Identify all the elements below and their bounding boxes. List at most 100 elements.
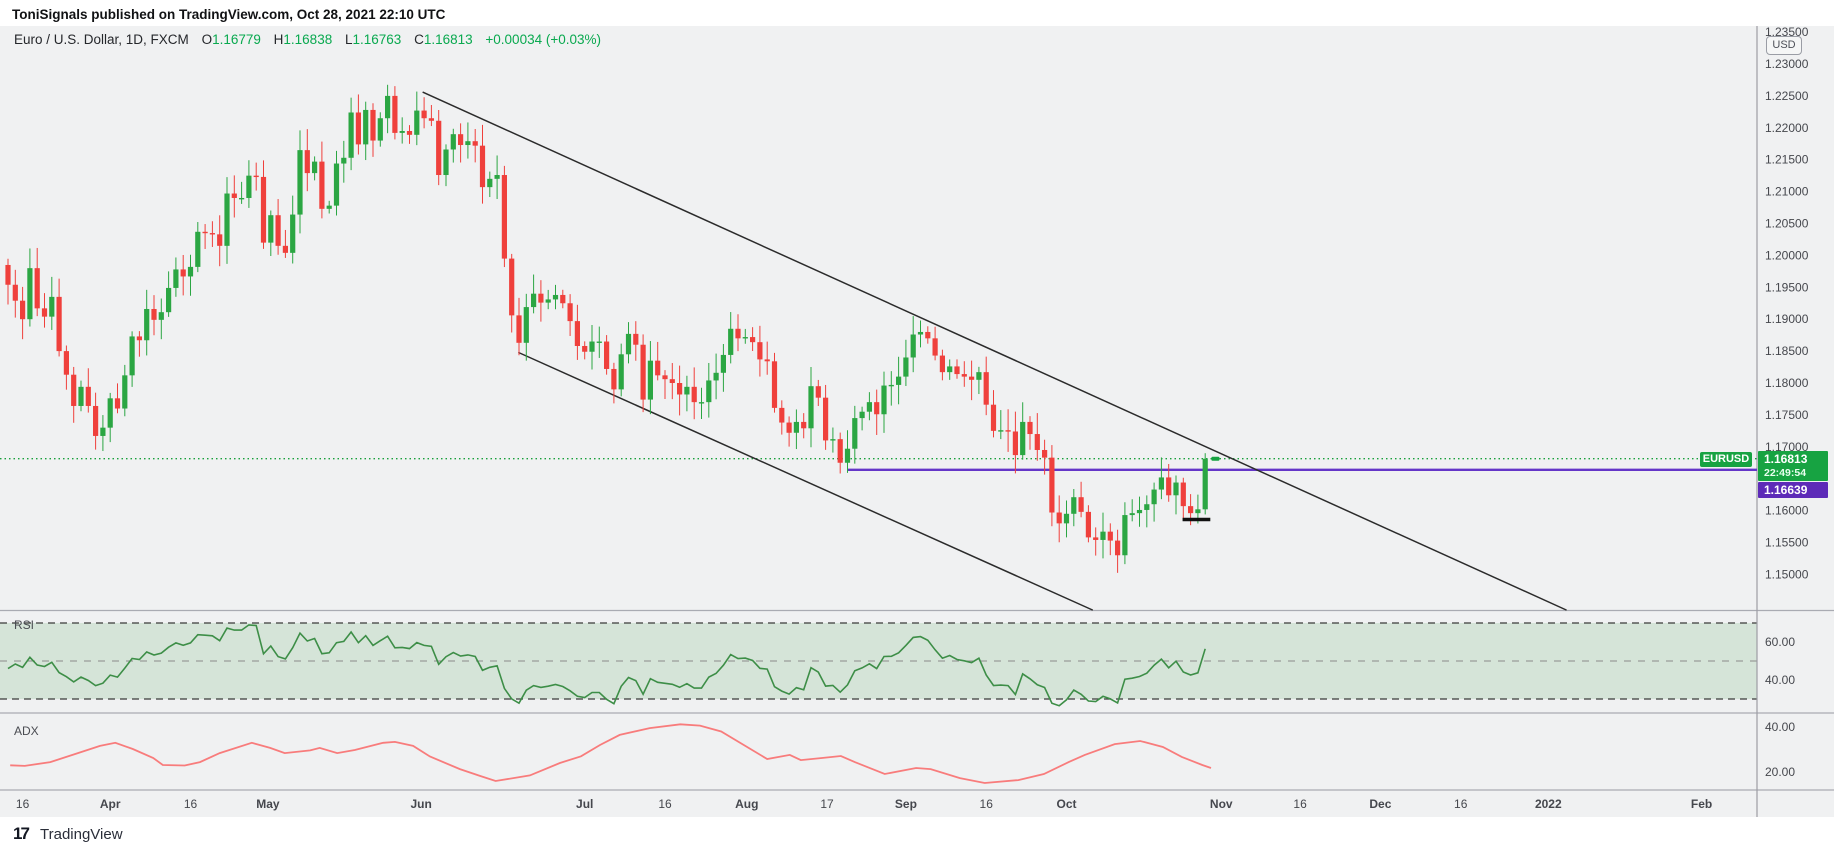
candle-body bbox=[793, 421, 799, 433]
pane-labels[interactable]: RSI ADX bbox=[14, 618, 39, 738]
candle-body bbox=[202, 231, 208, 234]
candle-body bbox=[1071, 497, 1077, 514]
candle-body bbox=[49, 296, 55, 317]
candle-body bbox=[589, 341, 595, 352]
time-axis-label: 16 bbox=[1454, 797, 1468, 811]
candle-body bbox=[990, 404, 997, 431]
candle-body bbox=[1129, 513, 1135, 516]
candle-body bbox=[27, 268, 33, 320]
price-axis-label: 1.21500 bbox=[1765, 153, 1809, 167]
rsi-band bbox=[0, 622, 1757, 700]
symbol-title[interactable]: Euro / U.S. Dollar, 1D, FXCM bbox=[14, 32, 189, 47]
candle-body bbox=[421, 110, 427, 119]
price-axis-label: 1.19000 bbox=[1765, 312, 1809, 326]
candle-body bbox=[217, 234, 223, 246]
candle-body bbox=[472, 141, 478, 146]
candle-body bbox=[312, 161, 318, 174]
candle-body bbox=[1166, 477, 1172, 496]
candle-body bbox=[406, 130, 413, 135]
symbol-legend: Euro / U.S. Dollar, 1D, FXCM O1.16779 H1… bbox=[14, 32, 601, 47]
candle-body bbox=[888, 384, 894, 387]
candle-body bbox=[363, 109, 369, 145]
candle-body bbox=[144, 308, 150, 341]
time-axis-label: 16 bbox=[1293, 797, 1307, 811]
candle-body bbox=[63, 351, 69, 375]
adx-axis-label: 20.00 bbox=[1765, 765, 1795, 779]
candle-body bbox=[611, 368, 617, 390]
candle-body bbox=[779, 407, 785, 423]
channel-upper-trendline[interactable] bbox=[422, 91, 1567, 611]
candle-body bbox=[823, 397, 829, 441]
price-axis-label: 1.15000 bbox=[1765, 567, 1809, 581]
candle-body bbox=[859, 411, 865, 419]
candle-body bbox=[93, 405, 99, 436]
candle-body bbox=[640, 344, 646, 400]
candle-body bbox=[983, 372, 989, 405]
candle-body bbox=[830, 439, 836, 441]
footer-bar: 17 TradingView bbox=[0, 817, 1834, 853]
candle-body bbox=[246, 175, 252, 198]
candle-body bbox=[180, 269, 186, 277]
price-axis-label: 1.23500 bbox=[1765, 26, 1809, 39]
rsi-axis-label: 40.00 bbox=[1765, 673, 1795, 687]
candle-body bbox=[487, 178, 493, 188]
chart-canvas: RSI ADX 1.23500 1.23000 1.22500 1.22000 1.2150… bbox=[0, 26, 1834, 817]
rsi-line[interactable] bbox=[7, 624, 1206, 707]
candle-body bbox=[348, 112, 354, 158]
rsi-pane-label[interactable]: RSI bbox=[14, 618, 34, 632]
price-axis-label: 1.16000 bbox=[1765, 504, 1809, 518]
currency-unit-badge[interactable]: USD bbox=[1766, 36, 1802, 55]
ohlc-low-value: 1.16763 bbox=[352, 32, 402, 47]
candle-body bbox=[1034, 434, 1040, 450]
price-axis[interactable]: 1.23500 1.23000 1.22500 1.22000 1.21500 1.210… bbox=[1757, 26, 1834, 790]
tradingview-logo-icon[interactable]: 17 bbox=[13, 824, 30, 843]
candle-body bbox=[501, 175, 507, 259]
candle-body bbox=[34, 268, 40, 309]
candle-body bbox=[1115, 540, 1121, 556]
bar-countdown: 22:49:54 bbox=[1764, 467, 1807, 479]
tradingview-brand[interactable]: TradingView bbox=[40, 826, 123, 843]
candle-body bbox=[684, 386, 690, 395]
ohlc-high-value: 1.16838 bbox=[283, 32, 333, 47]
purple-price-value: 1.16639 bbox=[1764, 483, 1808, 497]
time-axis-label: Dec bbox=[1369, 797, 1391, 811]
candle-body bbox=[677, 383, 683, 395]
adx-axis-label: 40.00 bbox=[1765, 720, 1795, 734]
candle-body bbox=[136, 336, 142, 341]
candle-body bbox=[1100, 531, 1106, 540]
ohlc-open-key: O bbox=[201, 32, 213, 47]
time-axis-label: Sep bbox=[895, 797, 917, 811]
adx-pane-label[interactable]: ADX bbox=[14, 724, 39, 738]
time-axis-label: Oct bbox=[1056, 797, 1076, 811]
candle-body bbox=[333, 163, 340, 206]
candle-body bbox=[947, 366, 953, 373]
candle-body bbox=[1056, 512, 1062, 524]
current-price-value: 1.16813 bbox=[1764, 452, 1808, 466]
candle-body bbox=[866, 402, 872, 412]
ohlc-open-value: 1.16779 bbox=[212, 32, 261, 47]
candle-body bbox=[531, 293, 537, 308]
candle-body bbox=[399, 130, 405, 133]
price-axis-label: 1.18000 bbox=[1765, 376, 1809, 390]
candle-body bbox=[71, 374, 77, 406]
adx-line[interactable] bbox=[10, 723, 1212, 784]
candle-body bbox=[458, 134, 464, 146]
ohlc-close-key: C bbox=[414, 32, 424, 47]
candle-body bbox=[925, 331, 931, 339]
time-axis-label: 2022 bbox=[1535, 797, 1562, 811]
candle-body bbox=[625, 333, 632, 355]
time-axis[interactable]: 16 Apr 16 May Jun Jul 16 Aug 17 Sep 16 Oct Nov 16 Dec 1… bbox=[0, 790, 1834, 817]
candle-body bbox=[1122, 515, 1128, 556]
price-axis-label: 1.17000 bbox=[1765, 440, 1809, 454]
candle-body bbox=[896, 376, 902, 385]
candle-body bbox=[231, 193, 237, 198]
candle-body bbox=[596, 341, 602, 343]
last-tick-marker bbox=[1211, 456, 1220, 461]
candle-body bbox=[479, 145, 486, 188]
time-axis-label: Apr bbox=[100, 797, 121, 811]
rsi-axis-label: 60.00 bbox=[1765, 635, 1795, 649]
candle-body bbox=[1202, 458, 1208, 510]
price-axis-label: 1.19500 bbox=[1765, 280, 1809, 294]
channel-lower-trendline[interactable] bbox=[517, 351, 1094, 611]
candle-body bbox=[436, 120, 442, 176]
